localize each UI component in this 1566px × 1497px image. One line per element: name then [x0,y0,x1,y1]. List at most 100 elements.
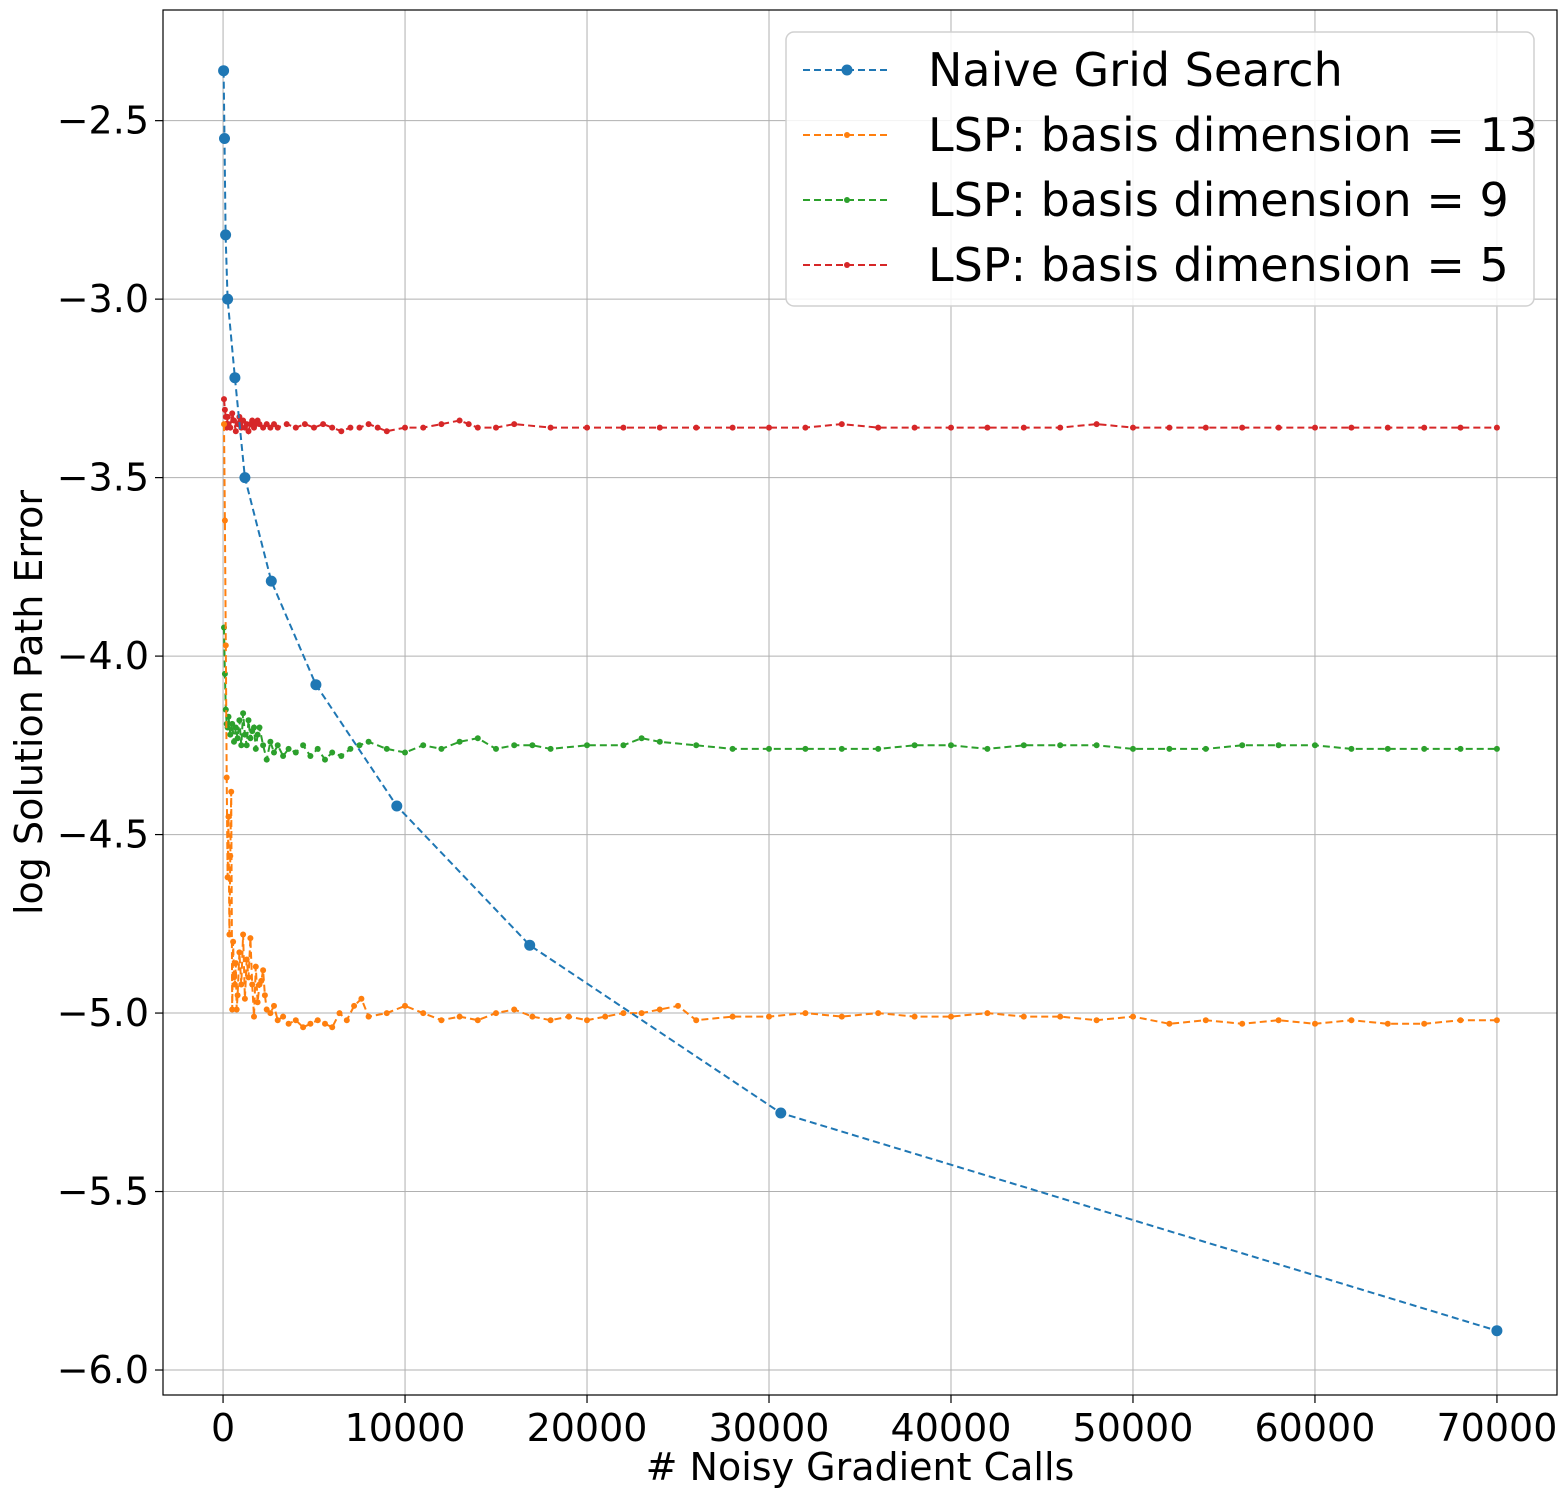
data-point [280,1013,287,1020]
data-point [1457,745,1464,752]
data-point [1057,424,1064,431]
data-point [227,424,234,431]
data-point [274,424,281,431]
data-point [301,421,308,428]
data-point [620,742,627,749]
data-point [241,731,248,738]
data-point [265,575,277,587]
data-point [311,424,317,431]
data-point [227,731,234,738]
y-tick-label: −6.0 [57,1348,149,1392]
data-point [875,745,882,752]
data-point [1239,424,1246,431]
data-point [1130,745,1136,752]
data-point [1491,1325,1503,1337]
data-point [271,1002,277,1009]
data-point [343,1017,350,1024]
data-point [285,1020,292,1027]
data-point [465,421,472,428]
data-point [838,421,845,428]
data-point [227,853,234,859]
data-point [1493,1017,1500,1024]
data-point [402,1002,408,1009]
data-point [280,753,287,759]
data-point [1166,745,1173,752]
data-point [584,1017,590,1024]
data-point [261,992,268,999]
data-point [729,424,736,431]
data-point [1130,424,1136,431]
data-point [1057,742,1064,749]
data-point [529,742,536,749]
data-point [1166,1020,1173,1027]
data-point [638,1010,645,1017]
data-point [1457,1017,1464,1024]
data-point [1312,1020,1318,1027]
data-point [228,788,235,795]
data-point [347,745,354,752]
data-point [314,745,321,752]
data-point [438,745,445,752]
data-point [320,421,327,428]
data-point [1348,745,1355,752]
data-point [1312,742,1318,749]
data-point [456,417,463,424]
series-0 [218,65,1503,1337]
data-point [693,742,700,749]
data-point [232,960,239,967]
data-point [766,1013,772,1020]
legend: Naive Grid Search LSP: basis dimension = … [785,31,1538,307]
data-point [565,1013,572,1020]
data-point [383,745,390,752]
data-point [283,421,290,428]
data-point [584,742,590,749]
data-point [620,424,627,431]
data-point [338,428,345,435]
data-point [252,963,259,970]
data-point [300,742,307,749]
data-point [230,938,237,945]
data-point [493,1010,499,1017]
data-point [638,735,645,742]
data-point [221,396,227,403]
data-point [245,428,252,435]
legend-box [785,31,1535,307]
data-point [310,679,322,691]
data-point [224,413,231,420]
data-point [511,1006,518,1013]
data-point [249,981,256,988]
data-point [338,753,345,759]
data-point [1421,1020,1428,1027]
data-point [948,1013,954,1020]
data-point [1312,424,1318,431]
data-point [1457,424,1464,431]
data-point [232,428,239,435]
data-point [1493,424,1500,431]
data-point [292,749,299,756]
data-point [383,1010,390,1017]
data-point [245,974,252,981]
data-point [1093,1017,1100,1024]
data-point [420,424,427,431]
data-point [231,981,238,988]
data-point [1057,1013,1064,1020]
data-point [875,1010,882,1017]
data-point [267,1010,274,1017]
ticks: 0 10000 20000 30000 40000 50000 60000 70000 −6.0… [57,99,1558,1450]
data-point [675,1002,681,1009]
data-point [547,424,554,431]
data-point [775,1107,787,1119]
data-point [402,424,408,431]
data-point [766,424,772,431]
data-point [236,949,243,956]
data-point [1202,1017,1209,1024]
data-point [656,1006,663,1013]
data-point [438,1017,445,1024]
data-point [347,424,354,431]
data-point [236,717,243,724]
y-tick-label: −2.5 [57,99,149,143]
data-point [529,1013,536,1020]
legend-label: LSP: basis dimension = 9 [928,173,1509,227]
data-point [493,424,499,431]
data-point [1093,742,1100,749]
